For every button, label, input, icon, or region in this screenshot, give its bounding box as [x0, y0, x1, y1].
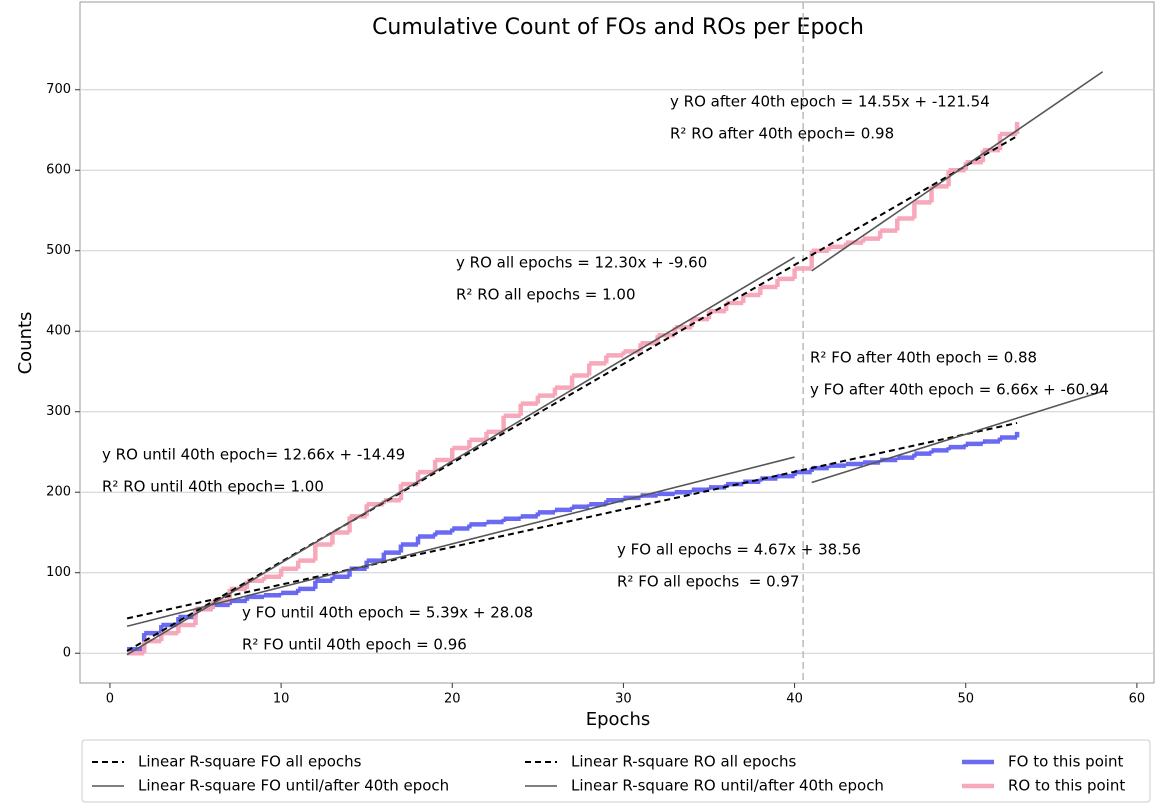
fit-line [126, 421, 1018, 620]
y-axis-label: Counts [15, 312, 36, 375]
annotation: R² FO after 40th epoch = 0.88 [810, 349, 1037, 367]
plot-frame [79, 1, 1155, 684]
y-tick-label: 700 [46, 82, 71, 97]
x-tick-label: 30 [615, 692, 632, 707]
x-tick-label: 50 [957, 692, 974, 707]
legend-label: Linear R-square FO all epochs [138, 753, 362, 771]
x-tick-label: 60 [1129, 692, 1146, 707]
annotation: y RO all epochs = 12.30x + -9.60 [456, 254, 707, 272]
legend-box [81, 739, 1151, 803]
annotation: y RO after 40th epoch = 14.55x + -121.54 [670, 93, 990, 111]
y-tick-label: 200 [46, 485, 71, 500]
annotation: R² RO until 40th epoch= 1.00 [102, 478, 324, 496]
x-tick-label: 20 [444, 692, 461, 707]
annotation: y RO until 40th epoch= 12.66x + -14.49 [102, 446, 405, 464]
annotation: y FO until 40th epoch = 5.39x + 28.08 [242, 604, 533, 622]
annotation: R² RO after 40th epoch= 0.98 [670, 125, 894, 143]
y-tick-label: 300 [46, 404, 71, 419]
fit-line [126, 256, 795, 656]
fit-line [811, 71, 1104, 272]
y-tick-label: 600 [46, 163, 71, 178]
y-tick-label: 500 [46, 243, 71, 258]
legend-label: Linear R-square FO until/after 40th epoc… [138, 777, 449, 795]
x-tick-label: 0 [106, 692, 114, 707]
fit-line [811, 390, 1103, 484]
y-tick-label: 100 [46, 565, 71, 580]
fit-line [126, 456, 795, 628]
chart-title: Cumulative Count of FOs and ROs per Epoc… [372, 15, 864, 40]
legend-label: Linear R-square RO all epochs [571, 753, 796, 771]
x-tick-label: 10 [273, 692, 290, 707]
legend-label: RO to this point [1008, 777, 1125, 795]
fit-line [126, 135, 1018, 652]
annotation: R² FO all epochs = 0.97 [617, 573, 799, 591]
annotation: y FO all epochs = 4.67x + 38.56 [617, 541, 861, 559]
x-axis-label: Epochs [586, 709, 651, 730]
legend-label: Linear R-square RO until/after 40th epoc… [571, 777, 884, 795]
y-tick-label: 0 [63, 646, 71, 661]
annotation: R² FO until 40th epoch = 0.96 [242, 636, 467, 654]
annotation: y FO after 40th epoch = 6.66x + -60.94 [810, 381, 1109, 399]
x-tick-label: 40 [786, 692, 803, 707]
legend-label: FO to this point [1008, 753, 1124, 771]
annotation: R² RO all epochs = 1.00 [456, 286, 636, 304]
y-tick-label: 400 [46, 324, 71, 339]
